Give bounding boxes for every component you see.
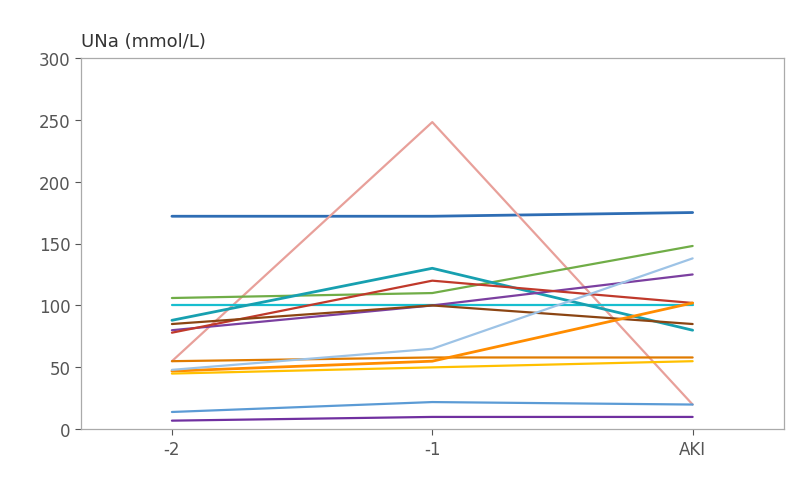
Text: UNa (mmol/L): UNa (mmol/L) (81, 33, 206, 51)
